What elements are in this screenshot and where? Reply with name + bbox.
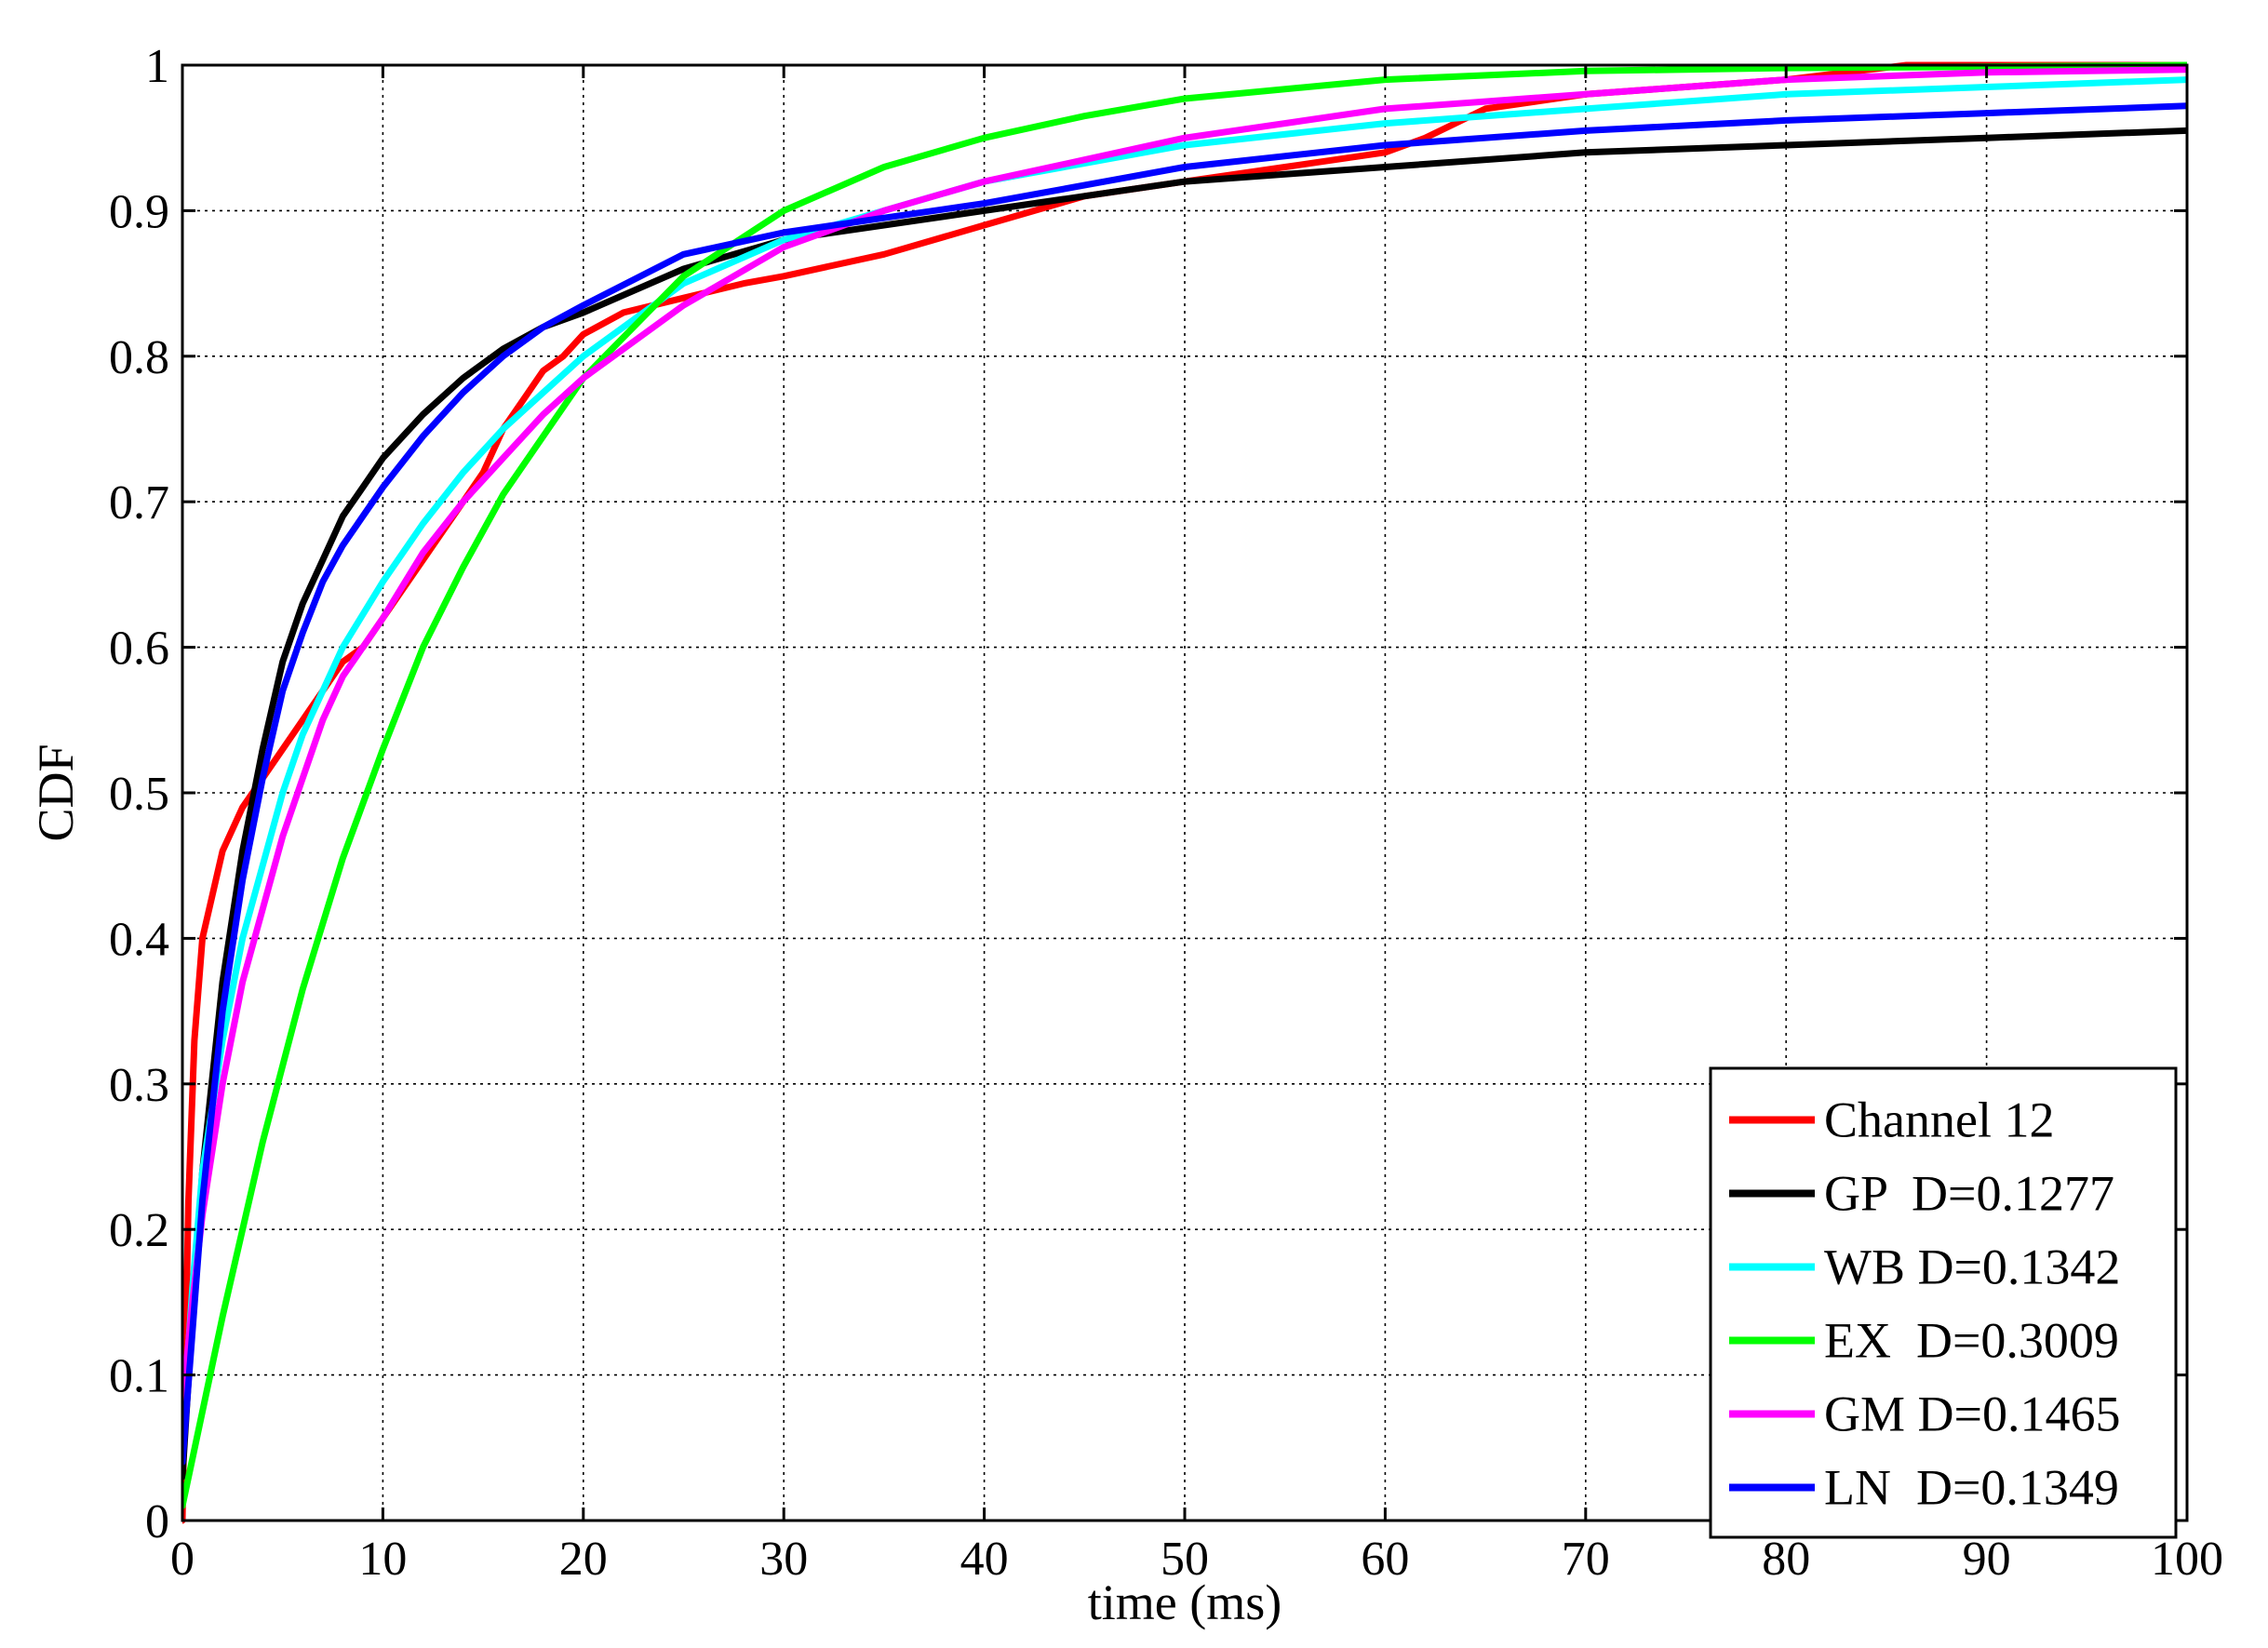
legend-label-3: EX D=0.3009 (1824, 1313, 2119, 1369)
legend-box (1709, 1066, 2178, 1539)
y-tick-label: 0.7 (109, 476, 169, 529)
legend-label-0: Channel 12 (1824, 1092, 2054, 1148)
series-line-5 (182, 102, 2187, 1466)
series-layer (182, 61, 2187, 1524)
y-tick-label: 0.8 (109, 331, 169, 384)
tick-labels: 0 10 20 30 40 50 60 70 80 90 100 0 0.1 0.2 0.3 0.4 0.5 0.… (109, 40, 2223, 1586)
series-line-0 (182, 61, 2187, 1524)
x-tick-label: 70 (1562, 1533, 1610, 1586)
y-tick-label: 0.2 (109, 1204, 169, 1257)
x-tick-label: 40 (960, 1533, 1009, 1586)
legend-label-5: LN D=0.1349 (1824, 1460, 2119, 1516)
x-tick-label: 30 (759, 1533, 808, 1586)
y-tick-label: 0 (145, 1495, 169, 1548)
x-tick-label: 90 (1963, 1533, 2011, 1586)
x-tick-label: 60 (1361, 1533, 1409, 1586)
y-tick-label: 0.6 (109, 623, 169, 676)
x-axis-title: time (ms) (1088, 1574, 1282, 1630)
series-line-2 (182, 76, 2187, 1437)
ticks (181, 63, 2189, 1522)
x-tick-label: 100 (2151, 1533, 2223, 1586)
series-line-3 (182, 61, 2187, 1509)
x-tick-label: 20 (559, 1533, 608, 1586)
legend: Channel 12 GP D=0.1277 WB D=0.1342 EX D=0.3… (1709, 1066, 2178, 1539)
y-tick-label: 0.9 (109, 185, 169, 238)
legend-items: Channel 12 GP D=0.1277 WB D=0.1342 EX D=0.3… (1729, 1092, 2120, 1516)
y-tick-label: 1 (145, 40, 169, 93)
series-line-4 (182, 66, 2187, 1408)
x-tick-label: 0 (170, 1533, 195, 1586)
y-tick-label: 0.3 (109, 1059, 169, 1112)
y-tick-label: 0.1 (109, 1350, 169, 1403)
legend-label-2: WB D=0.1342 (1824, 1239, 2120, 1295)
legend-label-1: GP D=0.1277 (1824, 1166, 2114, 1222)
x-tick-label: 50 (1161, 1533, 1209, 1586)
x-tick-label: 80 (1762, 1533, 1810, 1586)
series-line-1 (182, 127, 2187, 1481)
x-tick-label: 10 (358, 1533, 407, 1586)
y-tick-label: 0.4 (109, 913, 169, 966)
legend-label-4: GM D=0.1465 (1824, 1387, 2120, 1442)
y-axis-title: CDF (28, 744, 84, 841)
y-tick-label: 0.5 (109, 768, 169, 821)
